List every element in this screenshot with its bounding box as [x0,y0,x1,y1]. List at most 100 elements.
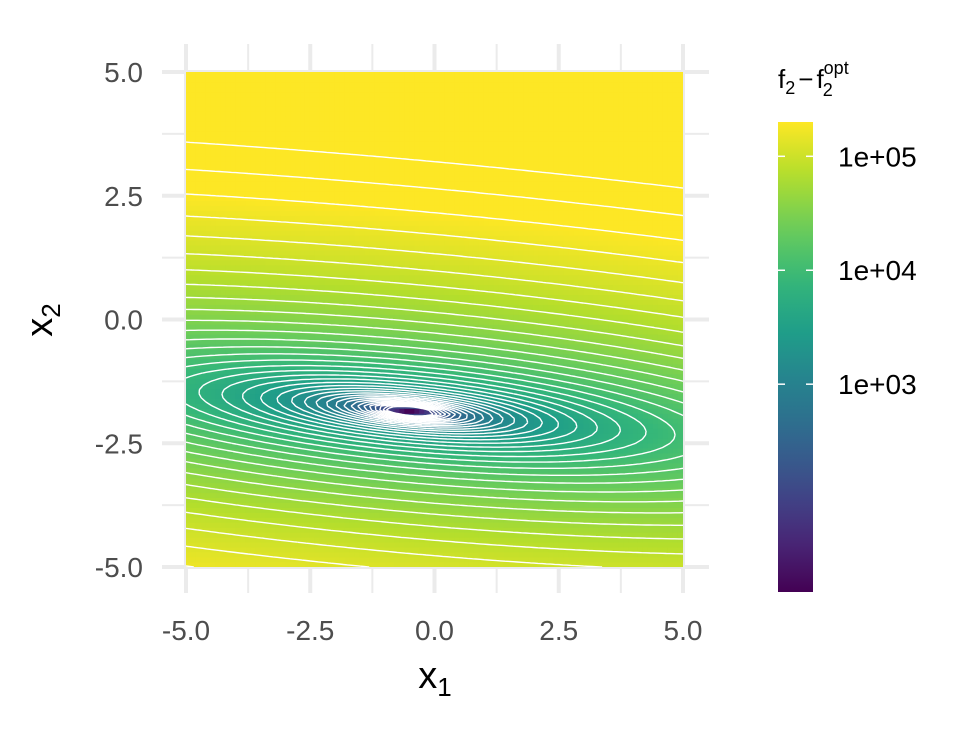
heatmap-cell [354,373,361,380]
heatmap-cell [245,502,251,508]
heatmap-cell [220,160,227,167]
heatmap-cell [394,408,401,414]
heatmap-cell [195,111,202,117]
heatmap-cell [195,220,202,226]
heatmap-cell [424,497,430,503]
heatmap-cell [280,170,286,177]
heatmap-cell [245,393,251,399]
heatmap-cell [210,91,217,98]
heatmap-cell [195,289,202,296]
heatmap-cell [334,299,341,305]
heatmap-cell [334,438,341,444]
heatmap-cell [349,116,356,122]
heatmap-cell [404,289,410,296]
heatmap-cell [210,220,217,226]
heatmap-cell [280,556,286,563]
heatmap-cell [235,235,241,241]
heatmap-cell [359,96,366,102]
heatmap-cell [304,284,311,291]
heatmap-cell [409,561,415,567]
heatmap-cell [429,512,435,518]
heatmap-cell [399,230,405,236]
heatmap-cell [369,284,376,291]
heatmap-cell [220,220,227,226]
heatmap-cell [215,373,222,380]
heatmap-cell [324,334,331,340]
heatmap-cell [230,160,236,167]
heatmap-cell [339,254,346,261]
heatmap-cell [319,373,326,380]
heatmap-cell [394,150,401,157]
heatmap-cell [186,304,192,310]
heatmap-cell [200,259,207,266]
heatmap-cell [429,442,435,449]
heatmap-cell [245,447,251,454]
heatmap-cell [419,274,425,281]
heatmap-cell [195,235,202,241]
heatmap-cell [369,121,376,127]
heatmap-cell [309,482,316,489]
heatmap-cell [265,512,271,518]
heatmap-cell [265,477,271,484]
heatmap-cell [255,235,261,241]
heatmap-cell [230,329,236,335]
heatmap-cell [295,522,301,528]
heatmap-cell [220,373,227,380]
heatmap-cell [334,343,341,350]
heatmap-cell [250,264,256,271]
heatmap-cell [309,329,316,335]
heatmap-cell [409,334,415,340]
heatmap-cell [379,131,386,137]
heatmap-cell [384,235,391,241]
heatmap-cell [399,101,405,107]
heatmap-cell [359,190,366,197]
heatmap-cell [389,294,396,300]
heatmap-cell [419,131,425,137]
heatmap-cell [275,556,281,563]
heatmap-cell [374,111,381,117]
heatmap-cell [314,556,321,563]
heatmap-cell [280,269,286,276]
heatmap-cell [225,378,232,385]
heatmap-cell [409,136,415,142]
heatmap-cell [344,502,351,508]
heatmap-cell [409,145,415,152]
heatmap-cell [304,497,311,503]
heatmap-cell [225,502,232,508]
heatmap-cell [245,487,251,494]
heatmap-cell [260,205,266,211]
heatmap-cell [404,76,410,83]
heatmap-cell [409,215,415,221]
heatmap-cell [290,452,296,459]
heatmap-cell [275,279,281,286]
heatmap-cell [225,111,232,117]
heatmap-cell [324,309,331,315]
heatmap-cell [344,294,351,300]
heatmap-cell [250,299,256,305]
heatmap-cell [319,91,326,98]
heatmap-cell [225,393,232,399]
heatmap-cell [314,329,321,335]
heatmap-cell [354,106,361,112]
heatmap-cell [295,165,301,172]
heatmap-cell [309,254,316,261]
heatmap-cell [285,556,291,563]
heatmap-cell [329,343,336,350]
heatmap-cell [404,101,410,107]
heatmap-cell [220,522,227,528]
heatmap-cell [369,492,376,498]
heatmap-cell [290,136,296,142]
heatmap-cell [369,175,376,182]
heatmap-cell [324,541,331,548]
heatmap-cell [270,116,276,122]
heatmap-cell [399,200,405,206]
heatmap-cell [364,254,371,261]
heatmap-cell [200,467,207,474]
heatmap-cell [220,319,227,325]
heatmap-cell [404,111,410,117]
heatmap-cell [295,72,301,78]
heatmap-cell [314,353,321,360]
heatmap-cell [270,126,276,132]
heatmap-cell [186,353,192,360]
heatmap-cell [200,447,207,454]
